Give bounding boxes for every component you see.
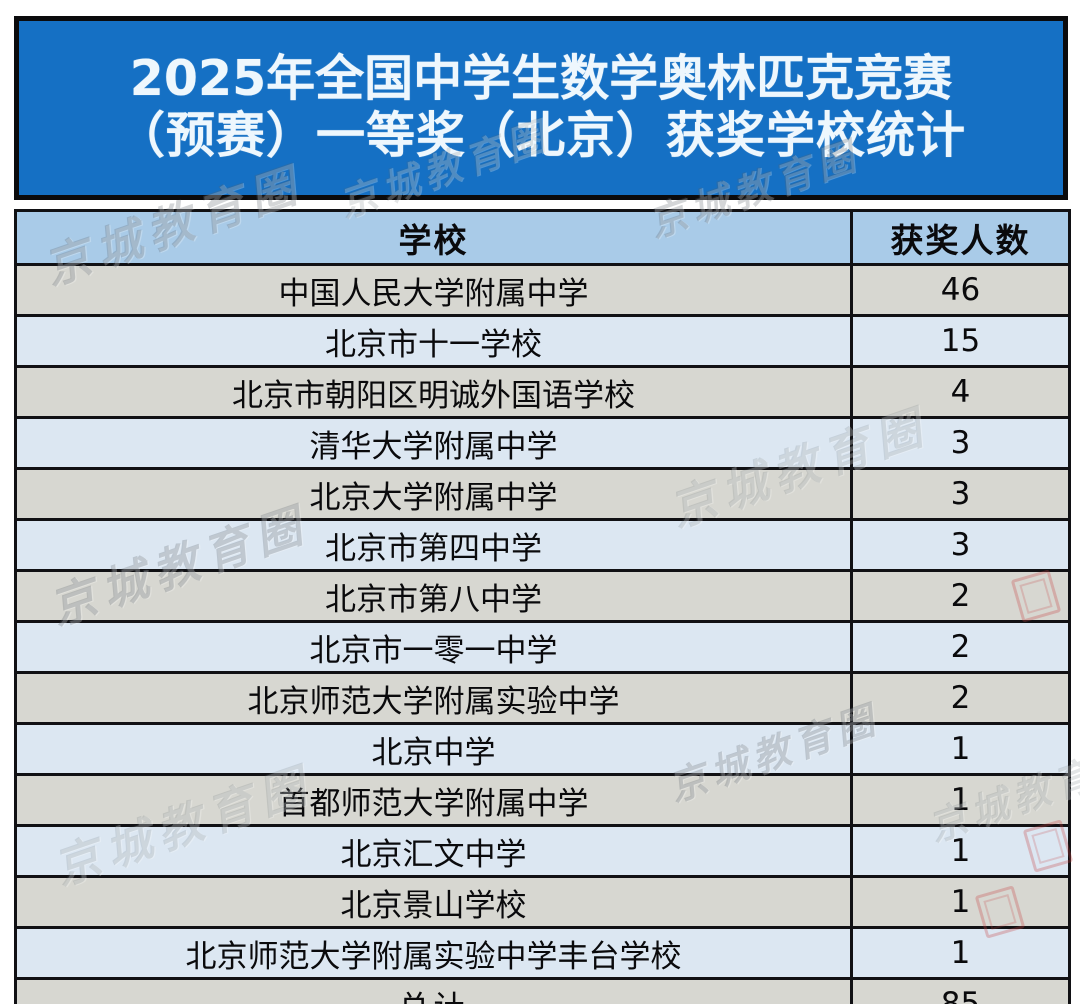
cell-school-name: 北京师范大学附属实验中学丰台学校 <box>14 926 853 980</box>
table-header-row: 学校 获奖人数 <box>14 209 1071 266</box>
table-row: 北京景山学校 1 <box>14 875 1071 929</box>
cell-school-name: 北京景山学校 <box>14 875 853 929</box>
cell-award-count: 3 <box>850 518 1071 572</box>
cell-award-count: 1 <box>850 824 1071 878</box>
cell-school-name: 北京师范大学附属实验中学 <box>14 671 853 725</box>
cell-award-count: 1 <box>850 773 1071 827</box>
cell-award-count: 1 <box>850 875 1071 929</box>
cell-school-name: 清华大学附属中学 <box>14 416 853 470</box>
cell-school-name: 中国人民大学附属中学 <box>14 263 853 317</box>
cell-school-name: 北京中学 <box>14 722 853 776</box>
table-row: 北京师范大学附属实验中学 2 <box>14 671 1071 725</box>
table-row: 北京市第八中学 2 <box>14 569 1071 623</box>
cell-award-count: 2 <box>850 620 1071 674</box>
table-row: 北京市一零一中学 2 <box>14 620 1071 674</box>
award-statistics-table: 学校 获奖人数 中国人民大学附属中学 46 北京市十一学校 15 北京市朝阳区明诚外国语… <box>14 209 1071 1004</box>
cell-award-count: 4 <box>850 365 1071 419</box>
cell-school-name: 北京市第八中学 <box>14 569 853 623</box>
cell-school-name: 北京市十一学校 <box>14 314 853 368</box>
cell-school-name: 北京大学附属中学 <box>14 467 853 521</box>
cell-school-name: 北京市一零一中学 <box>14 620 853 674</box>
cell-award-count: 3 <box>850 467 1071 521</box>
title-line-1: 2025年全国中学生数学奥林匹克竞赛 <box>129 50 953 108</box>
table-row: 北京汇文中学 1 <box>14 824 1071 878</box>
table-row: 北京市第四中学 3 <box>14 518 1071 572</box>
cell-award-count: 2 <box>850 671 1071 725</box>
title-banner: 2025年全国中学生数学奥林匹克竞赛 （预赛）一等奖（北京）获奖学校统计 <box>14 16 1068 200</box>
column-header-count: 获奖人数 <box>850 209 1071 266</box>
table-body: 中国人民大学附属中学 46 北京市十一学校 15 北京市朝阳区明诚外国语学校 4 清华大学附… <box>14 263 1071 1004</box>
cell-school-name: 北京汇文中学 <box>14 824 853 878</box>
cell-award-count: 1 <box>850 926 1071 980</box>
cell-award-count: 1 <box>850 722 1071 776</box>
table-row: 北京师范大学附属实验中学丰台学校 1 <box>14 926 1071 980</box>
table-row: 北京中学 1 <box>14 722 1071 776</box>
table-row: 北京大学附属中学 3 <box>14 467 1071 521</box>
cell-school-name: 北京市第四中学 <box>14 518 853 572</box>
column-header-school: 学校 <box>14 209 853 266</box>
cell-award-count: 15 <box>850 314 1071 368</box>
cell-award-count: 46 <box>850 263 1071 317</box>
table-row: 首都师范大学附属中学 1 <box>14 773 1071 827</box>
cell-school-name: 北京市朝阳区明诚外国语学校 <box>14 365 853 419</box>
table-row: 中国人民大学附属中学 46 <box>14 263 1071 317</box>
cell-award-count: 3 <box>850 416 1071 470</box>
table-row: 北京市朝阳区明诚外国语学校 4 <box>14 365 1071 419</box>
table-row: 北京市十一学校 15 <box>14 314 1071 368</box>
table-row: 清华大学附属中学 3 <box>14 416 1071 470</box>
cell-total-count: 85 <box>850 977 1071 1004</box>
table-total-row: 总计85 <box>14 977 1071 1004</box>
cell-award-count: 2 <box>850 569 1071 623</box>
table-header: 学校 获奖人数 <box>14 209 1071 266</box>
title-line-2: （预赛）一等奖（北京）获奖学校统计 <box>115 107 966 164</box>
cell-total-label: 总计 <box>14 977 853 1004</box>
cell-school-name: 首都师范大学附属中学 <box>14 773 853 827</box>
